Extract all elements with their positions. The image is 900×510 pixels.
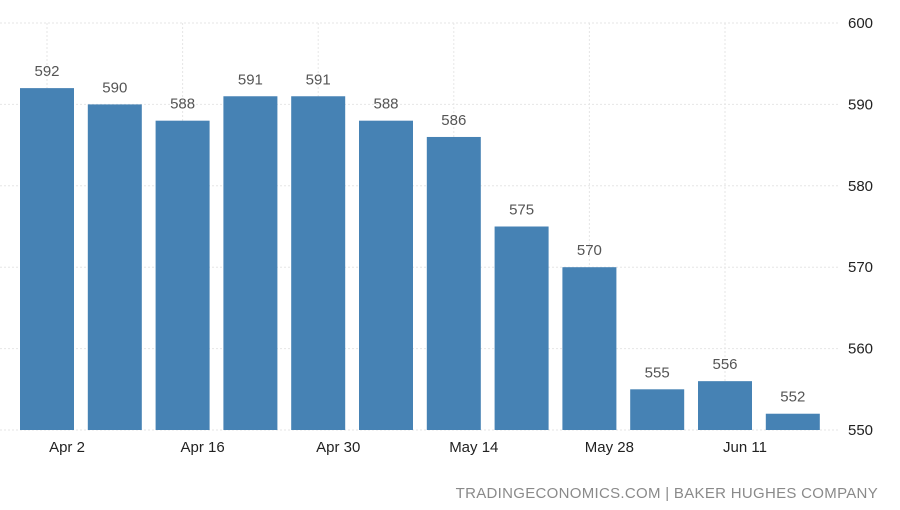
data-label: 591 (306, 71, 331, 88)
data-label: 586 (441, 112, 466, 129)
x-tick-label: May 28 (585, 439, 634, 456)
bar (291, 96, 346, 430)
y-axis: 550 560 570 580 590 600 (848, 15, 873, 439)
y-tick-label: 570 (848, 259, 873, 276)
data-label: 592 (34, 63, 59, 80)
bar (562, 267, 617, 430)
data-label: 575 (509, 202, 534, 219)
data-label: 588 (170, 96, 195, 113)
bar (698, 381, 752, 430)
bar (87, 104, 142, 431)
bar (630, 389, 685, 430)
data-label: 555 (645, 364, 670, 381)
bar (494, 226, 549, 430)
x-axis: Apr 2 Apr 16 Apr 30 May 14 May 28 Jun 11 (49, 439, 767, 456)
x-tick-label: Apr 16 (180, 439, 224, 456)
data-label: 590 (102, 79, 127, 96)
x-tick-label: May 14 (449, 439, 498, 456)
bar (223, 96, 278, 430)
data-label: 591 (238, 71, 263, 88)
data-labels-layer: 592 590 588 591 591 588 586 575 570 555 556 552 (34, 63, 805, 406)
bar (155, 120, 210, 431)
source-credit: TRADINGECONOMICS.COM | BAKER HUGHES COMP… (455, 485, 878, 502)
data-label: 556 (712, 356, 737, 373)
x-tick-label: Apr 2 (49, 439, 85, 456)
bar (359, 120, 413, 431)
data-label: 552 (780, 389, 805, 406)
bar (765, 413, 820, 430)
y-tick-label: 600 (848, 15, 873, 32)
y-tick-label: 590 (848, 96, 873, 113)
data-label: 588 (373, 96, 398, 113)
data-label: 570 (577, 242, 602, 259)
y-tick-label: 580 (848, 178, 873, 195)
bar (20, 88, 74, 431)
bars-layer (20, 88, 820, 431)
bar (426, 136, 481, 430)
y-tick-label: 550 (848, 422, 873, 439)
x-tick-label: Apr 30 (316, 439, 360, 456)
y-tick-label: 560 (848, 341, 873, 358)
x-tick-label: Jun 11 (723, 439, 767, 456)
